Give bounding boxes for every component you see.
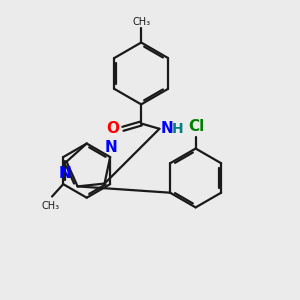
Text: N: N (104, 140, 117, 155)
Text: Cl: Cl (188, 119, 204, 134)
Text: N: N (59, 166, 71, 181)
Text: H: H (172, 122, 183, 136)
Text: CH₃: CH₃ (41, 201, 59, 211)
Text: O: O (106, 121, 119, 136)
Text: CH₃: CH₃ (132, 16, 150, 27)
Text: N: N (161, 121, 174, 136)
